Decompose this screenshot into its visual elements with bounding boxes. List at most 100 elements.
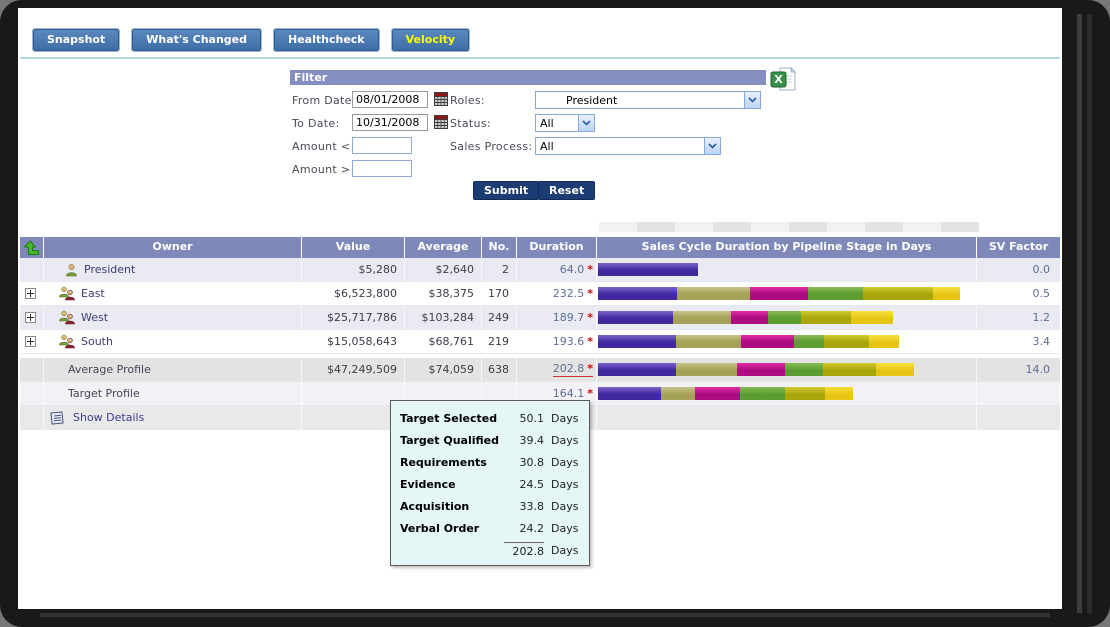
status-select[interactable]: All (535, 114, 595, 132)
excel-export-icon[interactable]: X (770, 66, 797, 94)
duration-value[interactable]: 64.0 * (559, 263, 593, 276)
tab-snapshot[interactable]: Snapshot (31, 28, 121, 52)
tab-healthcheck[interactable]: Healthcheck (273, 28, 380, 52)
from-date-input[interactable] (352, 91, 428, 108)
value-cell: $25,717,786 (302, 306, 405, 329)
duration-cell (517, 406, 597, 429)
sv-factor-cell (977, 382, 1060, 405)
roles-select-value: President (566, 93, 618, 107)
amount-greater-input[interactable] (352, 160, 412, 177)
duration-value[interactable]: 164.1 * (552, 387, 593, 400)
frame-edge-stripe (1077, 14, 1082, 613)
to-date-label: To Date: (292, 117, 340, 130)
duration-asterisk-icon[interactable]: * (587, 263, 593, 276)
duration-asterisk-icon[interactable]: * (587, 387, 593, 400)
bar-segment-acquisition (801, 311, 851, 324)
up-level-icon[interactable] (20, 237, 44, 258)
to-date-input[interactable] (352, 114, 428, 131)
bar-segment-target-qualified (677, 287, 750, 300)
table-header: Owner Value Average No. Duration Sales C… (20, 237, 1060, 258)
person-icon (66, 263, 77, 276)
no-cell: 249 (482, 306, 517, 329)
bar-segment-target-selected (598, 263, 698, 276)
chart-scale-ruler (599, 222, 979, 232)
sv-factor-cell: 0.0 (1032, 263, 1051, 276)
duration-cell: 164.1 * (517, 382, 597, 405)
stacked-bar-chart-cell[interactable] (597, 282, 977, 305)
stacked-bar-chart-cell[interactable] (597, 258, 977, 281)
duration-asterisk-icon[interactable]: * (587, 287, 593, 300)
bar-segment-requirements (731, 311, 768, 324)
roles-label: Roles: (450, 94, 485, 107)
amount-less-input[interactable] (352, 137, 412, 154)
to-date-calendar-icon[interactable] (434, 115, 448, 129)
column-header-average[interactable]: Average (405, 237, 482, 258)
owner-cell: West (44, 306, 302, 329)
column-header-value[interactable]: Value (302, 237, 405, 258)
bar-segment-target-selected (598, 335, 676, 348)
expander-cell (20, 406, 44, 429)
from-date-calendar-icon[interactable] (434, 92, 448, 106)
duration-asterisk-icon[interactable]: * (587, 362, 593, 375)
group-icon (59, 310, 75, 325)
duration-value[interactable]: 232.5 * (552, 287, 593, 300)
duration-value[interactable]: 202.8 * (552, 362, 593, 377)
bar-segment-target-qualified (661, 387, 695, 400)
duration-asterisk-icon[interactable]: * (587, 335, 593, 348)
duration-asterisk-icon[interactable]: * (587, 311, 593, 324)
reset-button[interactable]: Reset (538, 181, 596, 200)
column-header-sv-factor[interactable]: SV Factor (977, 237, 1060, 258)
column-header-owner[interactable]: Owner (44, 237, 302, 258)
expander-cell (20, 358, 44, 381)
column-header-duration[interactable]: Duration (517, 237, 597, 258)
bar-segment-verbal-order (825, 387, 853, 400)
sales-process-select[interactable]: All (535, 137, 721, 155)
bar-segment-acquisition (824, 335, 869, 348)
tab-velocity[interactable]: Velocity (390, 28, 471, 52)
column-header-no[interactable]: No. (482, 237, 517, 258)
bar-segment-evidence (768, 311, 801, 324)
stacked-bar-chart-cell[interactable] (597, 306, 977, 329)
value-cell (302, 382, 405, 405)
owner-name[interactable]: Target Profile (68, 387, 140, 400)
table-row-east: East $6,523,800 $38,375 170 232.5 * 0.5 (20, 282, 1060, 306)
roles-select[interactable]: President (535, 91, 761, 109)
stacked-bar-chart-cell[interactable] (597, 330, 977, 353)
expander-cell (20, 282, 44, 305)
bar-segment-verbal-order (876, 363, 914, 376)
owner-name[interactable]: South (81, 335, 113, 348)
amount-less-label: Amount < (292, 140, 351, 153)
expand-plus-button[interactable] (25, 336, 36, 347)
show-details-link[interactable]: Show Details (73, 411, 145, 424)
tooltip-unit: Days (551, 477, 579, 491)
expand-plus-button[interactable] (25, 288, 36, 299)
bar-segment-acquisition (785, 387, 825, 400)
tab-whats-changed[interactable]: What's Changed (131, 28, 263, 52)
bar-segment-target-selected (598, 363, 676, 376)
group-icon (59, 286, 75, 301)
tooltip-stage-value: 39.4 (519, 433, 545, 447)
owner-name[interactable]: President (84, 263, 136, 276)
chevron-down-icon (744, 92, 760, 108)
sv-factor-cell: 0.5 (1032, 287, 1051, 300)
tooltip-unit: Days (551, 411, 579, 425)
bar-segment-verbal-order (851, 311, 893, 324)
sv-factor-cell (977, 406, 1060, 429)
sv-factor-cell: 1.2 (1032, 311, 1051, 324)
duration-value[interactable]: 189.7 * (552, 311, 593, 324)
submit-button[interactable]: Submit (473, 181, 540, 200)
bar-segment-acquisition (863, 287, 933, 300)
tooltip-row-target-qualified: Target Qualified 39.4 Days (391, 429, 589, 451)
table-row-president: President $5,280 $2,640 2 64.0 * 0.0 (20, 258, 1060, 282)
owner-cell: South (44, 330, 302, 353)
owner-name[interactable]: Average Profile (68, 363, 151, 376)
tooltip-row-verbal-order: Verbal Order 24.2 Days (391, 517, 589, 539)
duration-value[interactable]: 193.6 * (552, 335, 593, 348)
owner-name[interactable]: West (81, 311, 109, 324)
show-details-icon (50, 410, 64, 425)
stacked-bar-chart-cell[interactable] (597, 382, 977, 405)
expand-plus-button[interactable] (25, 312, 36, 323)
owner-name[interactable]: East (81, 287, 105, 300)
stacked-bar-chart-cell[interactable] (597, 358, 977, 381)
